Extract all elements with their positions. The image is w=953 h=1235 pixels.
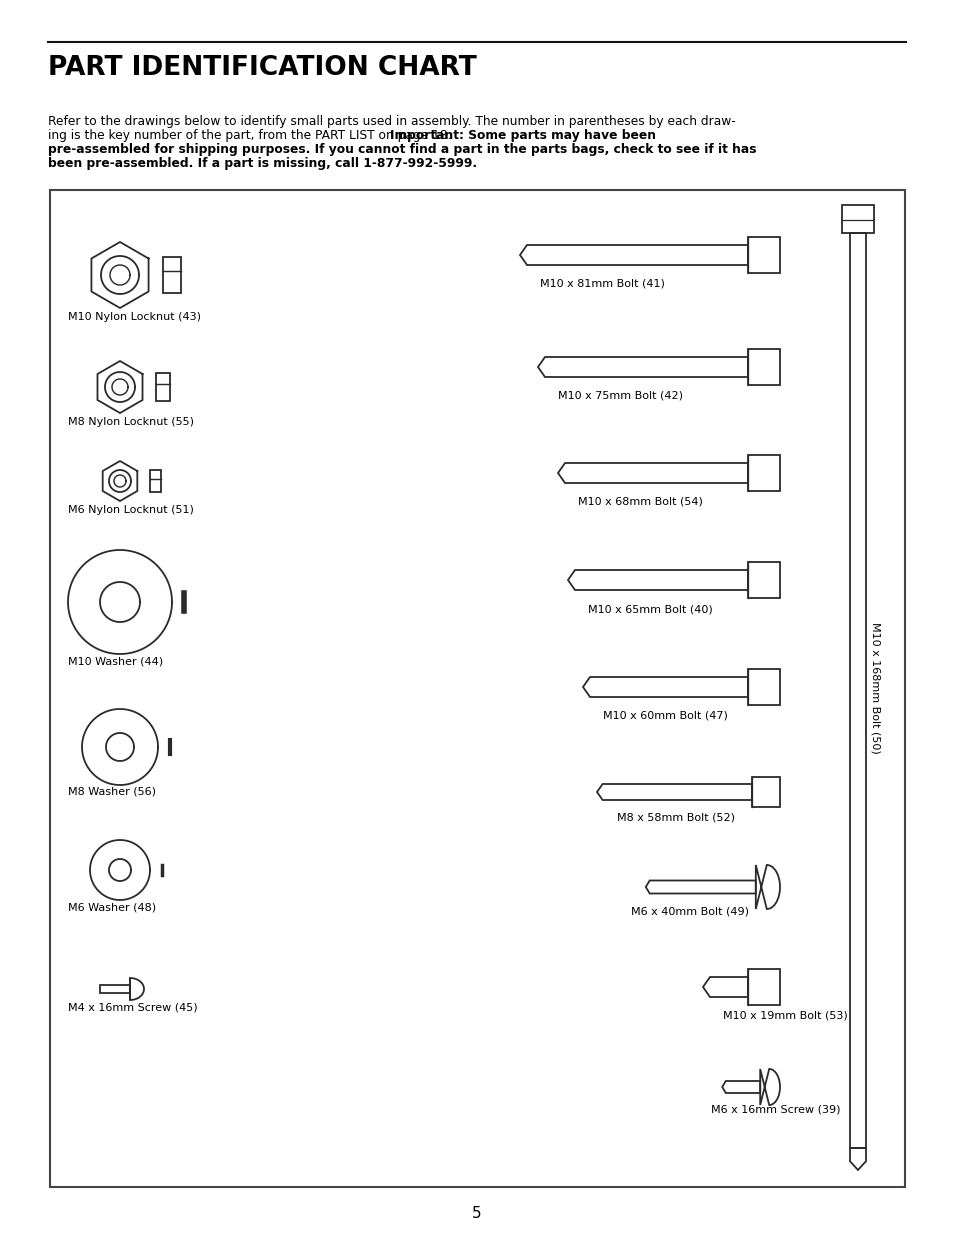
- Text: M10 x 68mm Bolt (54): M10 x 68mm Bolt (54): [578, 496, 702, 508]
- Text: M10 x 81mm Bolt (41): M10 x 81mm Bolt (41): [539, 279, 664, 289]
- Text: Refer to the drawings below to identify small parts used in assembly. The number: Refer to the drawings below to identify …: [48, 115, 735, 128]
- Bar: [100, 986, 130, 993]
- Text: M6 Washer (48): M6 Washer (48): [68, 902, 156, 911]
- Bar: [849, 233, 865, 1149]
- Bar: [747, 350, 780, 385]
- Bar: [50, 190, 904, 1187]
- Text: M10 x 168mm Bolt (50): M10 x 168mm Bolt (50): [870, 621, 880, 753]
- Bar: [747, 669, 780, 705]
- Bar: [747, 454, 780, 492]
- Bar: [747, 562, 780, 598]
- Bar: [747, 969, 780, 1005]
- Text: M10 Nylon Locknut (43): M10 Nylon Locknut (43): [68, 312, 201, 322]
- Text: M8 x 58mm Bolt (52): M8 x 58mm Bolt (52): [617, 813, 734, 823]
- Text: M6 Nylon Locknut (51): M6 Nylon Locknut (51): [68, 505, 193, 515]
- Text: M8 Washer (56): M8 Washer (56): [68, 787, 156, 797]
- Bar: [751, 777, 780, 806]
- Text: ing is the key number of the part, from the PART LIST on page 18.: ing is the key number of the part, from …: [48, 128, 455, 142]
- Text: M6 x 40mm Bolt (49): M6 x 40mm Bolt (49): [630, 906, 748, 916]
- Bar: [163, 257, 181, 293]
- Text: M10 x 19mm Bolt (53): M10 x 19mm Bolt (53): [722, 1011, 847, 1021]
- Text: PART IDENTIFICATION CHART: PART IDENTIFICATION CHART: [48, 56, 476, 82]
- Text: M4 x 16mm Screw (45): M4 x 16mm Screw (45): [68, 1003, 197, 1013]
- Text: been pre-assembled. If a part is missing, call 1-877-992-5999.: been pre-assembled. If a part is missing…: [48, 157, 476, 170]
- Bar: [156, 373, 170, 401]
- Text: pre-assembled for shipping purposes. If you cannot find a part in the parts bags: pre-assembled for shipping purposes. If …: [48, 143, 756, 156]
- Text: 5: 5: [472, 1205, 481, 1220]
- Bar: [841, 205, 873, 233]
- Text: Important: Some parts may have been: Important: Some parts may have been: [390, 128, 656, 142]
- Bar: [747, 237, 780, 273]
- Text: M10 x 60mm Bolt (47): M10 x 60mm Bolt (47): [602, 711, 727, 721]
- Text: M6 x 16mm Screw (39): M6 x 16mm Screw (39): [710, 1105, 840, 1115]
- Text: M10 Washer (44): M10 Washer (44): [68, 656, 163, 666]
- Text: M10 x 65mm Bolt (40): M10 x 65mm Bolt (40): [587, 604, 712, 614]
- Text: M10 x 75mm Bolt (42): M10 x 75mm Bolt (42): [558, 391, 682, 401]
- Text: M8 Nylon Locknut (55): M8 Nylon Locknut (55): [68, 417, 193, 427]
- Bar: [150, 471, 161, 492]
